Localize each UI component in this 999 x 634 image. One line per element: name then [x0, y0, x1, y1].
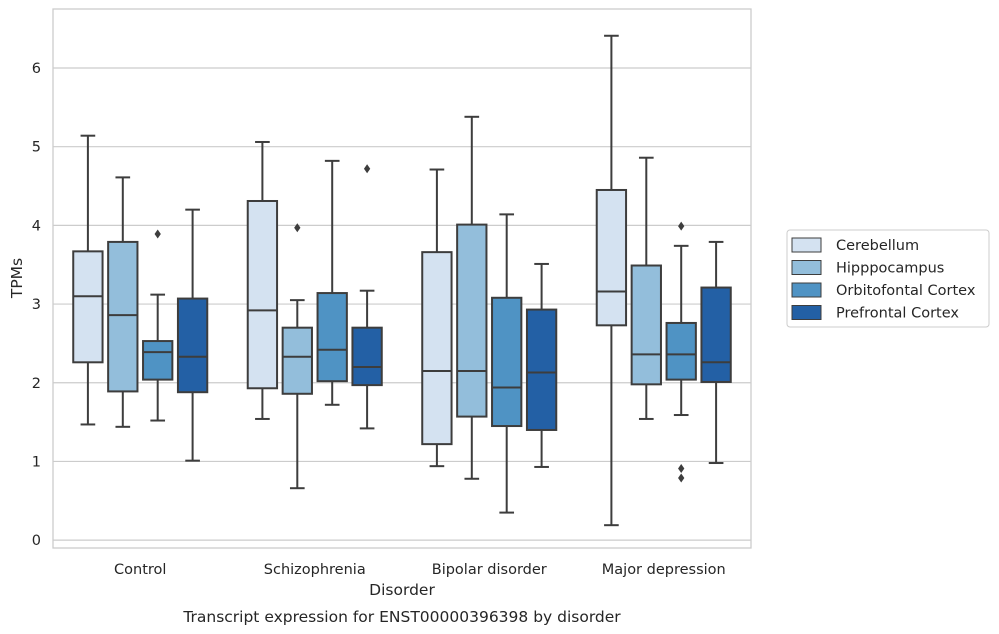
y-tick-label: 6 [32, 61, 41, 77]
iqr-box [491, 296, 523, 428]
iqr-box [421, 251, 453, 446]
box-hipppocampus [456, 115, 488, 480]
box-orbitofontal-cortex [316, 159, 348, 406]
box-prefrontal-cortex [700, 240, 732, 465]
chart-caption: Transcript expression for ENST0000039639… [182, 608, 621, 626]
iqr-box [630, 264, 662, 386]
y-tick-label: 1 [32, 454, 41, 470]
box-hipppocampus [107, 176, 139, 428]
iqr-box [665, 321, 697, 381]
legend-swatch [791, 237, 822, 253]
iqr-box [700, 286, 732, 383]
x-tick-label: Control [114, 562, 166, 578]
iqr-box [72, 250, 104, 364]
outlier-point [678, 221, 685, 231]
iqr-box [107, 240, 139, 393]
outlier-point [678, 464, 685, 474]
legend-label: Orbitofontal Cortex [836, 283, 976, 299]
plot-frame [52, 8, 752, 549]
y-tick-label: 5 [32, 140, 41, 156]
outlier-point [154, 229, 161, 239]
iqr-box [176, 297, 209, 394]
iqr-box [525, 308, 558, 431]
iqr-box [456, 223, 488, 418]
iqr-box [595, 188, 628, 327]
y-axis-ticks: 0 1 2 3 4 5 6 [32, 61, 41, 549]
legend: Cerebellum Hipppocampus Orbitofontal Corte… [786, 229, 990, 328]
iqr-box [246, 199, 279, 390]
box-prefrontal-cortex [525, 262, 558, 468]
outlier-point [678, 473, 685, 483]
iqr-box [142, 340, 174, 381]
y-tick-label: 3 [32, 297, 41, 313]
legend-frame [786, 229, 990, 328]
y-axis-label: TPMs [8, 258, 26, 299]
iqr-box [316, 292, 348, 383]
legend-label: Prefrontal Cortex [836, 306, 959, 322]
box-cerebellum [595, 34, 628, 527]
box-hipppocampus [630, 156, 662, 420]
box-prefrontal-cortex [351, 164, 383, 430]
x-tick-label: Schizophrenia [264, 562, 366, 578]
gridlines [53, 67, 751, 541]
box-cerebellum [72, 134, 104, 426]
box-orbitofontal-cortex [665, 221, 697, 483]
legend-label: Cerebellum [836, 238, 919, 254]
boxes [72, 34, 732, 527]
box-hipppocampus [281, 223, 313, 490]
legend-swatch [791, 282, 822, 298]
y-tick-label: 4 [32, 218, 41, 234]
legend-label: Hipppocampus [836, 261, 944, 277]
x-axis-label: Disorder [369, 581, 435, 599]
x-tick-label: Major depression [602, 562, 726, 578]
outlier-point [294, 223, 301, 233]
y-tick-label: 2 [32, 376, 41, 392]
box-orbitofontal-cortex [142, 229, 174, 422]
x-tick-label: Bipolar disorder [432, 562, 547, 578]
iqr-box [351, 326, 383, 387]
outlier-point [363, 164, 371, 174]
y-tick-label: 0 [32, 533, 41, 549]
x-axis-ticks: Control Schizophrenia Bipolar disorder Majo… [114, 562, 726, 578]
box-cerebellum [421, 168, 453, 468]
legend-swatch [791, 305, 822, 320]
iqr-box [281, 326, 313, 395]
legend-swatch [791, 260, 822, 275]
box-orbitofontal-cortex [491, 213, 523, 514]
box-prefrontal-cortex [176, 208, 209, 462]
box-cerebellum [246, 140, 279, 420]
